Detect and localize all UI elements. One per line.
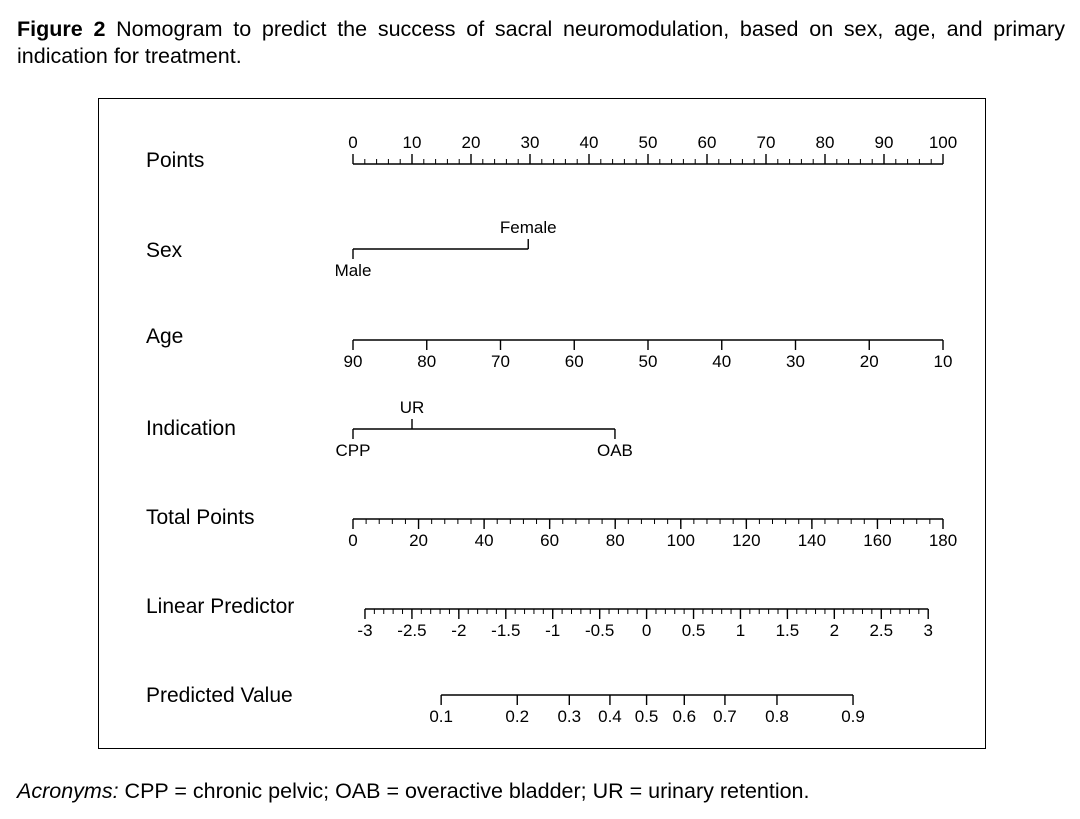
total-points-tick-label-120: 120 bbox=[732, 531, 760, 550]
linear-predictor-tick-label-1-5: -1.5 bbox=[491, 621, 520, 640]
row-label-total-points: Total Points bbox=[146, 506, 255, 529]
points-tick-label-0: 0 bbox=[348, 133, 357, 152]
total-points-tick-label-80: 80 bbox=[606, 531, 625, 550]
linear-predictor-tick-label-1: -1 bbox=[545, 621, 560, 640]
linear-predictor-tick-label-1: 1 bbox=[736, 621, 745, 640]
predicted-value-tick-label-0-5: 0.5 bbox=[635, 707, 659, 726]
nomogram-frame: Points 0 10 20 30 40 50 60 70 80 90 100 Sex Male Femal… bbox=[98, 98, 986, 749]
linear-predictor-tick-label-0-5: 0.5 bbox=[682, 621, 706, 640]
sex-tick-label-male: Male bbox=[335, 261, 372, 280]
age-tick-label-50: 50 bbox=[639, 352, 658, 371]
figure-caption: Figure 2 Nomogram to predict the success… bbox=[17, 16, 1065, 70]
predicted-value-tick-label-0-6: 0.6 bbox=[672, 707, 696, 726]
points-tick-label-70: 70 bbox=[757, 133, 776, 152]
points-tick-label-50: 50 bbox=[639, 133, 658, 152]
age-tick-label-80: 80 bbox=[417, 352, 436, 371]
row-label-sex: Sex bbox=[146, 239, 183, 262]
points-tick-label-30: 30 bbox=[521, 133, 540, 152]
predicted-value-tick-label-0-8: 0.8 bbox=[765, 707, 789, 726]
linear-predictor-tick-label-2-5: -2.5 bbox=[397, 621, 426, 640]
row-label-linear-predictor: Linear Predictor bbox=[146, 595, 294, 618]
indication-tick-label-ur: UR bbox=[400, 398, 425, 417]
total-points-tick-label-100: 100 bbox=[667, 531, 695, 550]
age-tick-label-70: 70 bbox=[491, 352, 510, 371]
predicted-value-tick-label-0-2: 0.2 bbox=[505, 707, 529, 726]
linear-predictor-tick-label-0-5: -0.5 bbox=[585, 621, 614, 640]
linear-predictor-tick-label-2: 2 bbox=[830, 621, 839, 640]
row-label-indication: Indication bbox=[146, 417, 236, 440]
row-label-predicted-value: Predicted Value bbox=[146, 684, 293, 707]
figure-caption-text: Nomogram to predict the success of sacra… bbox=[17, 17, 1065, 68]
indication-tick-label-oab: OAB bbox=[597, 441, 633, 460]
total-points-tick-label-140: 140 bbox=[798, 531, 826, 550]
predicted-value-tick-label-0-9: 0.9 bbox=[841, 707, 865, 726]
acronyms-label: Acronyms: bbox=[17, 779, 119, 803]
age-tick-label-10: 10 bbox=[934, 352, 953, 371]
acronyms-footnote: Acronyms: CPP = chronic pelvic; OAB = ov… bbox=[17, 779, 810, 804]
age-tick-label-30: 30 bbox=[786, 352, 805, 371]
points-tick-label-100: 100 bbox=[929, 133, 957, 152]
total-points-tick-label-160: 160 bbox=[863, 531, 891, 550]
acronyms-text: CPP = chronic pelvic; OAB = overactive b… bbox=[124, 779, 810, 803]
total-points-tick-label-0: 0 bbox=[348, 531, 357, 550]
row-label-age: Age bbox=[146, 325, 183, 348]
indication-tick-label-cpp: CPP bbox=[336, 441, 371, 460]
predicted-value-tick-label-0-1: 0.1 bbox=[429, 707, 453, 726]
points-tick-label-10: 10 bbox=[403, 133, 422, 152]
linear-predictor-tick-label-3: -3 bbox=[357, 621, 372, 640]
points-tick-label-60: 60 bbox=[698, 133, 717, 152]
age-tick-label-60: 60 bbox=[565, 352, 584, 371]
linear-predictor-tick-label-3: 3 bbox=[923, 621, 932, 640]
sex-tick-label-female: Female bbox=[500, 218, 557, 237]
predicted-value-tick-label-0-3: 0.3 bbox=[557, 707, 581, 726]
points-tick-label-90: 90 bbox=[875, 133, 894, 152]
linear-predictor-tick-label-0: 0 bbox=[642, 621, 651, 640]
points-tick-label-40: 40 bbox=[580, 133, 599, 152]
total-points-tick-label-20: 20 bbox=[409, 531, 428, 550]
total-points-tick-label-40: 40 bbox=[475, 531, 494, 550]
age-tick-label-90: 90 bbox=[344, 352, 363, 371]
linear-predictor-tick-label-2-5: 2.5 bbox=[869, 621, 893, 640]
linear-predictor-tick-label-2: -2 bbox=[451, 621, 466, 640]
total-points-tick-label-180: 180 bbox=[929, 531, 957, 550]
predicted-value-tick-label-0-4: 0.4 bbox=[598, 707, 622, 726]
figure-caption-label: Figure 2 bbox=[17, 17, 106, 41]
linear-predictor-tick-label-1-5: 1.5 bbox=[776, 621, 800, 640]
points-tick-label-80: 80 bbox=[816, 133, 835, 152]
row-label-points: Points bbox=[146, 149, 204, 172]
predicted-value-tick-label-0-7: 0.7 bbox=[713, 707, 737, 726]
age-tick-label-20: 20 bbox=[860, 352, 879, 371]
points-tick-label-20: 20 bbox=[462, 133, 481, 152]
age-tick-label-40: 40 bbox=[712, 352, 731, 371]
total-points-tick-label-60: 60 bbox=[540, 531, 559, 550]
